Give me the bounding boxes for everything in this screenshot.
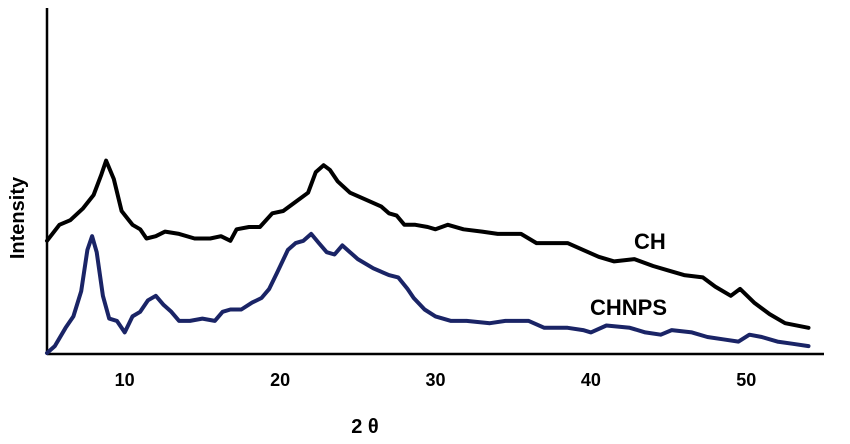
- label-ch: CH: [634, 229, 666, 254]
- x-tick-label: 30: [425, 370, 445, 390]
- series-line-chnps: [45, 231, 811, 355]
- x-tick-label: 50: [736, 370, 756, 390]
- x-axis-title: 2 θ: [351, 416, 379, 438]
- x-tick-label: 20: [270, 370, 290, 390]
- series-layer: [45, 158, 811, 355]
- axes: [45, 8, 824, 356]
- x-ticks: 10 20 30 40 50: [115, 370, 757, 390]
- series-line-ch: [45, 158, 811, 330]
- y-axis-title: Intensity: [7, 176, 29, 259]
- x-tick-label: 40: [581, 370, 601, 390]
- x-tick-label: 10: [115, 370, 135, 390]
- label-chnps: CHNPS: [590, 295, 667, 320]
